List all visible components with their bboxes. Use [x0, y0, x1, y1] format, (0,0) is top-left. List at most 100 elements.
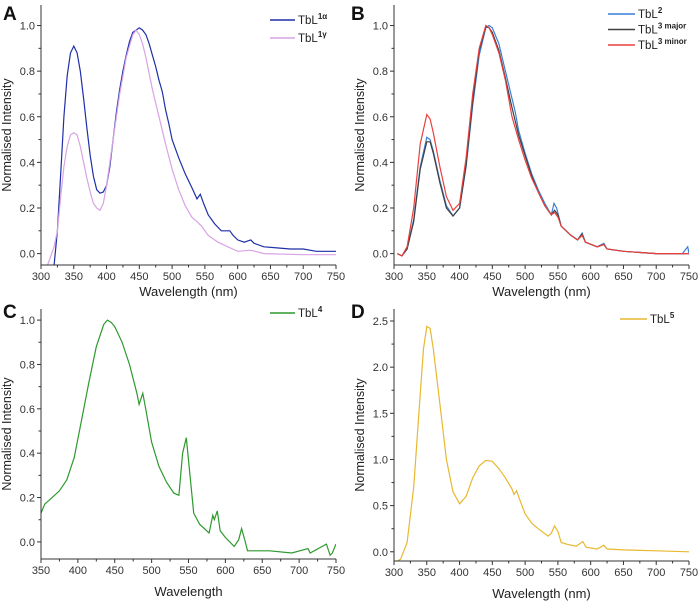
- x-tick-label: 600: [228, 271, 246, 283]
- y-axis-title: Normalised Intensity: [0, 78, 14, 192]
- legend-label-base: TbL: [638, 40, 658, 52]
- panel-B: B 300 350 400 450 500 550 600 650 700 750 0.0 0.2 0.4…: [351, 4, 698, 299]
- y-tick-label: 1.0: [373, 21, 388, 33]
- x-tick-label: 400: [450, 567, 468, 579]
- legend-label: TbL3 major: [638, 22, 686, 37]
- x-tick-label: 450: [106, 565, 124, 577]
- y-tick-label: 0.6: [20, 404, 35, 416]
- x-tick-label: 700: [294, 271, 312, 283]
- x-tick-label: 750: [327, 271, 345, 283]
- legend-label-superscript: 3 minor: [658, 37, 687, 46]
- x-tick-label: 600: [216, 565, 234, 577]
- y-tick-label: 2.5: [373, 316, 388, 328]
- y-tick-label: 1.0: [20, 315, 35, 327]
- legend-label: TbL4: [298, 305, 323, 320]
- panel-D: D 300 350 400 450 500 550 600 650 700 750 0.0 0.5 1.0…: [351, 302, 698, 601]
- y-axis-title: Normalised Intensity: [353, 378, 367, 492]
- x-tick-label: 500: [163, 271, 181, 283]
- series-line-TbL3-minor: [397, 24, 689, 257]
- x-tick-label: 450: [130, 271, 148, 283]
- y-tick-label: 0.0: [20, 249, 35, 261]
- legend-label: TbL2: [638, 6, 663, 21]
- x-tick-label: 600: [581, 567, 599, 579]
- y-tick-label: 0.4: [20, 448, 35, 460]
- legend-label: TbL3 minor: [638, 37, 687, 52]
- x-tick-label: 750: [680, 567, 698, 579]
- y-tick-label: 0.0: [20, 537, 35, 549]
- legend-label-superscript: 5: [670, 311, 675, 320]
- legend-label-superscript: 4: [318, 305, 323, 314]
- x-tick-label: 650: [261, 271, 279, 283]
- y-tick-label: 0.4: [20, 157, 35, 169]
- x-tick-label: 550: [196, 271, 214, 283]
- series-line-TbL1γ: [47, 29, 336, 265]
- y-tick-label: 0.4: [373, 157, 388, 169]
- legend-label-superscript: 3 major: [658, 22, 686, 31]
- x-tick-label: 350: [65, 271, 83, 283]
- y-tick-label: 0.2: [373, 203, 388, 215]
- panel-letter: B: [351, 4, 365, 25]
- x-tick-label: 650: [614, 271, 632, 283]
- x-tick-label: 500: [142, 565, 160, 577]
- y-tick-label: 0.0: [373, 249, 388, 261]
- x-tick-label: 500: [516, 271, 534, 283]
- x-tick-label: 400: [450, 271, 468, 283]
- y-tick-label: 0.6: [20, 112, 35, 124]
- legend-label-superscript: 1α: [318, 12, 327, 21]
- x-tick-label: 550: [549, 271, 567, 283]
- legend-label-base: TbL: [298, 308, 318, 320]
- legend: TbL5: [620, 311, 675, 326]
- panel-letter: C: [3, 302, 17, 323]
- x-tick-label: 700: [290, 565, 308, 577]
- x-tick-label: 500: [516, 567, 534, 579]
- legend-label-base: TbL: [298, 33, 318, 45]
- y-tick-label: 1.0: [373, 454, 388, 466]
- legend-label: TbL1α: [298, 12, 327, 27]
- x-tick-label: 750: [327, 565, 345, 577]
- legend-label-superscript: 1γ: [318, 30, 327, 39]
- legend: TbL4: [270, 305, 323, 320]
- series-line-TbL4: [41, 319, 336, 557]
- x-tick-label: 650: [253, 565, 271, 577]
- legend-label-superscript: 2: [658, 6, 663, 15]
- x-tick-label: 300: [385, 567, 403, 579]
- y-tick-label: 0.8: [373, 66, 388, 78]
- x-axis-title: Wavelength (nm): [492, 284, 591, 299]
- x-tick-label: 700: [647, 271, 665, 283]
- x-tick-label: 300: [32, 271, 50, 283]
- x-tick-label: 550: [179, 565, 197, 577]
- y-tick-label: 0.8: [20, 359, 35, 371]
- x-tick-label: 550: [549, 567, 567, 579]
- panel-letter: D: [351, 302, 365, 323]
- x-tick-label: 750: [680, 271, 698, 283]
- y-tick-label: 0.0: [373, 547, 388, 559]
- series-line-TbL3-major: [397, 25, 689, 257]
- x-tick-label: 350: [32, 565, 50, 577]
- x-tick-label: 350: [418, 271, 436, 283]
- x-axis-title: Wavelength (nm): [492, 586, 591, 601]
- y-tick-label: 0.2: [20, 203, 35, 215]
- legend-label: TbL5: [650, 311, 675, 326]
- x-tick-label: 450: [483, 271, 501, 283]
- legend-label-base: TbL: [650, 314, 670, 326]
- series-line-TbL5: [397, 325, 689, 561]
- x-tick-label: 600: [581, 271, 599, 283]
- x-tick-label: 650: [614, 567, 632, 579]
- x-axis-title: Wavelength: [154, 584, 222, 599]
- x-tick-label: 450: [483, 567, 501, 579]
- legend-label-base: TbL: [638, 9, 658, 21]
- y-tick-label: 0.5: [373, 501, 388, 513]
- panel-C: C 350 400 450 500 550 600 650 700 750 0.0 0.2 0.4 0.6…: [0, 302, 345, 599]
- y-tick-label: 2.0: [373, 362, 388, 374]
- legend-label: TbL1γ: [298, 30, 327, 45]
- panel-A: A 300 350 400 450 500 550 600 650 700 750 0.0 0.2 0.4…: [0, 4, 345, 299]
- panel-letter: A: [3, 4, 17, 25]
- x-tick-label: 300: [385, 271, 403, 283]
- legend-label-base: TbL: [298, 15, 318, 27]
- x-tick-label: 400: [69, 565, 87, 577]
- y-axis-title: Normalised Intensity: [0, 377, 14, 491]
- y-axis-title: Normalised Intensity: [353, 78, 367, 192]
